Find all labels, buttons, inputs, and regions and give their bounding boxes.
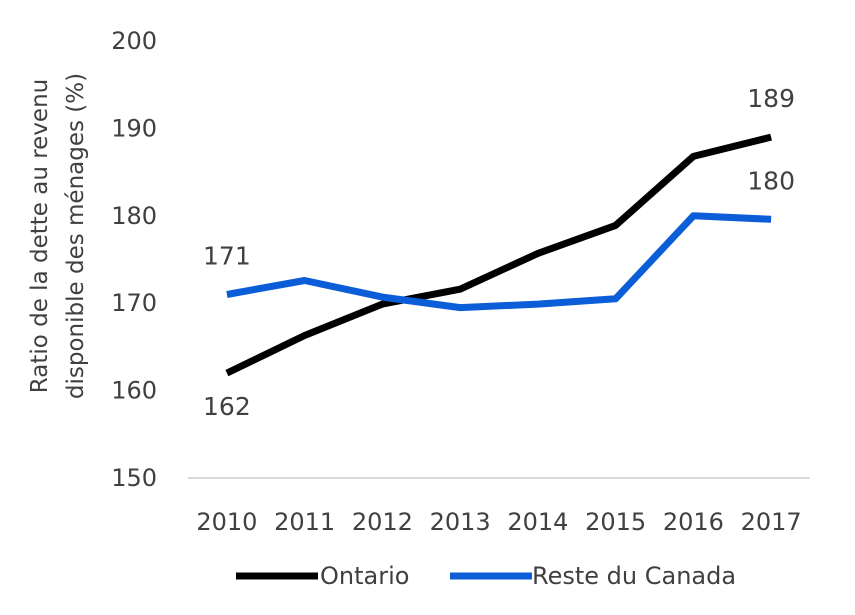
- x-tick-label: 2016: [663, 508, 724, 536]
- legend-label: Ontario: [320, 562, 409, 590]
- x-tick-label: 2017: [741, 508, 802, 536]
- data-label: 171: [203, 241, 251, 270]
- y-tick-label: 190: [111, 114, 157, 142]
- data-label: 189: [747, 84, 795, 113]
- x-tick-label: 2010: [196, 508, 257, 536]
- y-tick-label: 160: [111, 377, 157, 405]
- y-axis-title: Ratio de la dette au revenu disponible d…: [27, 73, 89, 399]
- x-tick-label: 2012: [352, 508, 413, 536]
- x-tick-label: 2011: [274, 508, 335, 536]
- data-label: 180: [747, 166, 795, 195]
- y-axis: 150 160 170 180 190 200: [111, 27, 157, 492]
- y-axis-title-line-1: Ratio de la dette au revenu: [27, 79, 53, 393]
- data-label: 162: [203, 392, 251, 421]
- y-tick-label: 180: [111, 202, 157, 230]
- plot-area: 162 189 171 180: [203, 84, 795, 421]
- series-line-ontario: [225, 133, 772, 377]
- legend-label: Reste du Canada: [532, 562, 736, 590]
- x-tick-label: 2013: [430, 508, 491, 536]
- x-tick-label: 2015: [585, 508, 646, 536]
- x-axis: 2010 2011 2012 2013 2014 2015 2016 2017: [196, 508, 801, 536]
- legend: Ontario Reste du Canada: [236, 562, 736, 590]
- x-tick-label: 2014: [507, 508, 568, 536]
- y-tick-label: 170: [111, 289, 157, 317]
- y-tick-label: 200: [111, 27, 157, 55]
- y-tick-label: 150: [111, 464, 157, 492]
- series-line-reste-du-canada: [226, 212, 772, 312]
- y-axis-title-line-2: disponible des ménages (%): [63, 73, 89, 399]
